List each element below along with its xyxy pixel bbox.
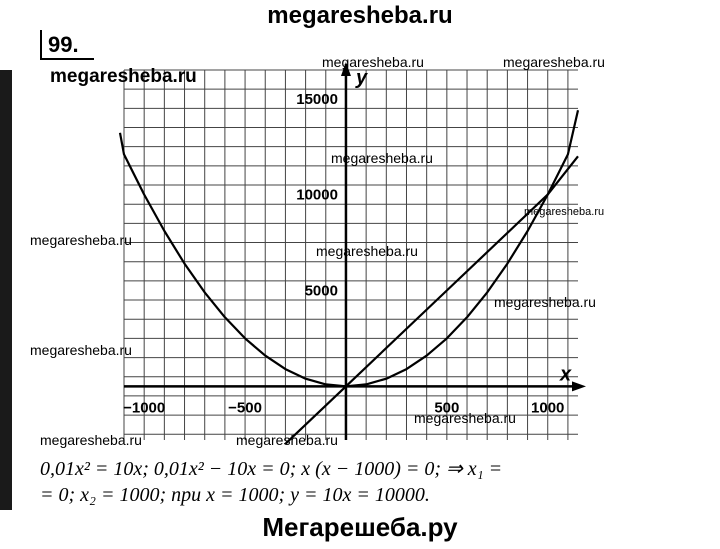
y-axis-label: y: [355, 67, 368, 89]
scan-edge: [0, 70, 12, 510]
watermark: megaresheba.ru: [322, 54, 424, 70]
x-tick-label: −1000: [123, 399, 165, 416]
watermark: megaresheba.ru: [50, 66, 197, 87]
chart-series: [118, 110, 580, 445]
x-axis-arrow: [572, 381, 586, 392]
y-tick-label: 10000: [296, 187, 338, 204]
watermark: megaresheba.ru: [30, 232, 132, 248]
chart-ticks: −1000 −500 500 1000 5000 10000 15000: [123, 91, 564, 417]
watermark: megaresheba.ru: [40, 432, 142, 448]
solution-line-1: 0,01x² = 10x; 0,01x² − 10x = 0; x (x − 1…: [40, 458, 503, 480]
y-axis-arrow: [340, 62, 351, 76]
watermark: megaresheba.ru: [524, 206, 605, 218]
x-tick-label: 500: [434, 399, 459, 416]
watermark: megaresheba.ru: [30, 342, 132, 358]
task-number: 99.: [40, 30, 94, 60]
watermark: megaresheba.ru: [414, 410, 516, 426]
watermark: megaresheba.ru: [236, 432, 338, 448]
linear-line: [284, 155, 579, 445]
solution-line-2: = 0; x₂ = 1000; при x = 1000; y = 10x = …: [40, 484, 430, 506]
site-header: megaresheba.ru: [267, 2, 453, 29]
watermark: megaresheba.ru: [494, 294, 596, 310]
x-axis-label: x: [559, 363, 572, 385]
watermark: megaresheba.ru: [503, 54, 605, 70]
y-tick-label: 5000: [305, 282, 338, 299]
watermark: megaresheba.ru: [316, 243, 418, 259]
y-tick-label: 15000: [296, 91, 338, 108]
site-footer: Мегарешеба.ру: [262, 512, 458, 542]
x-tick-label: −500: [228, 399, 262, 416]
x-tick-label: 1000: [531, 399, 564, 416]
chart-grid: [123, 69, 578, 440]
watermark: megaresheba.ru: [331, 150, 433, 166]
